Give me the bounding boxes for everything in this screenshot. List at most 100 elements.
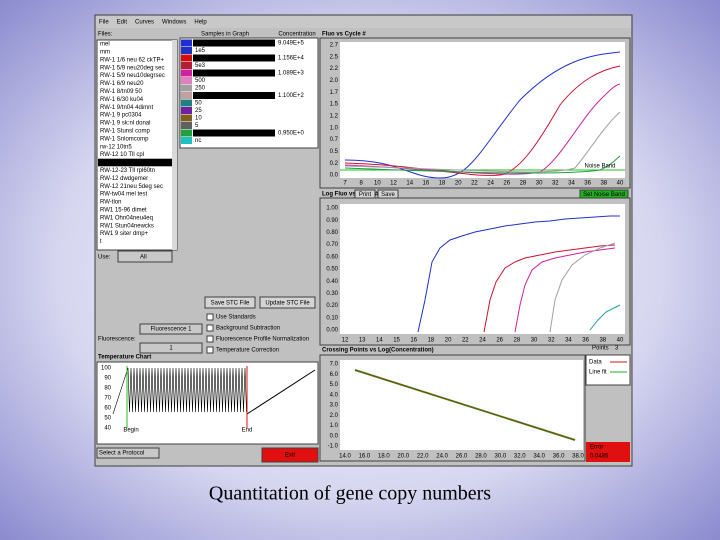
menu-item[interactable]: Edit [117, 20, 128, 26]
file-item[interactable]: RW-tw04 mel test [100, 192, 147, 198]
file-item[interactable]: RW1 9 siter dmp+ [100, 231, 149, 237]
x-tick-label: 40 [617, 181, 624, 187]
sample-swatch [181, 107, 192, 114]
file-item[interactable]: mm [100, 49, 110, 55]
menu-item[interactable]: File [99, 20, 109, 26]
error-box [586, 442, 630, 462]
file-item[interactable]: RW-1 9 pc0304 [100, 113, 142, 119]
option-checkbox[interactable] [206, 346, 214, 354]
exit-button[interactable] [261, 447, 319, 463]
log-curve [589, 304, 621, 331]
error-value: 0.0485 [590, 454, 609, 460]
sample-conc: 9.049E+5 [278, 41, 305, 47]
y-tick-label: 4.0 [330, 392, 339, 398]
option-checkbox[interactable] [206, 335, 214, 343]
file-item[interactable]: RW1 Stun04newcks [100, 223, 154, 229]
sample-name: 1 [195, 131, 199, 137]
file-item[interactable]: RW-12-23 Tll rpl60tn [100, 168, 155, 174]
menu-item[interactable]: Windows [162, 20, 186, 26]
y-tick-label: 0.2 [330, 161, 339, 167]
y-tick-label: 1.0 [330, 423, 339, 429]
file-item[interactable]: RW-12 21neu 5deg sec [100, 184, 163, 190]
file-item[interactable]: RW-12 10 Tll cpl [100, 152, 144, 158]
y-tick-label: 1.5 [330, 102, 339, 108]
scrollbar [172, 40, 177, 250]
print-button[interactable] [354, 189, 376, 199]
file-item[interactable]: RW-1 9/tn04 4dimnt [100, 105, 153, 111]
data-line [354, 369, 576, 441]
file-item[interactable]: RW1 Ohn04neu4eq [100, 215, 153, 221]
y-tick-label: 6.0 [330, 372, 339, 378]
x-tick-label: 16 [423, 181, 430, 187]
curve [344, 83, 621, 175]
print-button-label[interactable]: Print [359, 192, 372, 198]
x-tick-label: 24.0 [436, 454, 448, 460]
x-tick-label: 28.0 [475, 454, 487, 460]
file-item[interactable]: RW1 15-96 dimet [100, 207, 147, 213]
x-tick-label: 20 [445, 338, 452, 344]
y-tick-label: 0.30 [326, 291, 338, 297]
x-tick-label: 30 [536, 181, 543, 187]
option-label[interactable]: Use Standards [216, 315, 256, 321]
file-item[interactable]: mel [100, 42, 110, 48]
value-text[interactable]: 1 [169, 346, 173, 352]
option-label[interactable]: Fluorescence Profile Normalization [216, 337, 309, 343]
channel-dropdown[interactable] [139, 323, 203, 335]
x-tick-label: 34.0 [533, 454, 545, 460]
x-tick-label: 22.0 [417, 454, 429, 460]
file-item[interactable]: rw-12 10tn5 [100, 144, 132, 150]
save-button[interactable] [377, 189, 399, 199]
save-stc-button[interactable] [204, 296, 256, 309]
y-tick-label: 0.60 [326, 254, 338, 260]
file-item[interactable]: RW-1 1/6 neu 62 ckTP+ [100, 57, 164, 63]
update-stc-button[interactable] [259, 296, 316, 309]
channel-value[interactable]: Fluorescence 1 [150, 327, 192, 333]
save-button-label[interactable]: Save [381, 192, 395, 198]
option-checkbox[interactable] [206, 324, 214, 332]
file-item[interactable]: t [100, 239, 102, 245]
file-item[interactable]: RW-1 6/30 ku04 [100, 97, 144, 103]
x-tick-label: 18 [428, 338, 435, 344]
exit-label[interactable]: Exit [285, 453, 295, 459]
error-label: Error [590, 445, 603, 451]
x-tick-label: 30 [531, 338, 538, 344]
file-item[interactable]: rw12tntn13 [100, 160, 130, 166]
file-item[interactable]: RW-1 Snlomcomp [100, 136, 149, 142]
sample-name: 1e6 [195, 41, 206, 47]
y-tick-label: 1.2 [330, 113, 339, 119]
option-checkbox[interactable] [206, 313, 214, 321]
x-tick-label: 10 [374, 181, 381, 187]
file-item[interactable]: RW-12 dwdgemer [100, 176, 148, 182]
sample-name: 5e3 [195, 63, 206, 69]
update-stc-button-label[interactable]: Update STC File [265, 301, 310, 307]
option-label[interactable]: Background Subtraction [216, 326, 280, 332]
save-stc-button-label[interactable]: Save STC File [211, 301, 250, 307]
file-item[interactable]: RW-1 5/9 neu10degrsec [100, 73, 165, 79]
value-dropdown[interactable] [139, 342, 203, 354]
menu-item[interactable]: Help [194, 20, 207, 26]
y-tick-label: 3.0 [330, 403, 339, 409]
use-value[interactable]: All [140, 255, 147, 261]
protocol-dropdown[interactable] [96, 447, 160, 459]
x-tick-label: 40 [617, 338, 624, 344]
file-item[interactable]: RW-1 Stunsl comp [100, 128, 150, 134]
x-tick-label: 22 [462, 338, 469, 344]
protocol-label[interactable]: Select a Protocol [99, 451, 144, 457]
file-item[interactable]: RW-1 6/9 neu20 [100, 81, 144, 87]
sample-name: 10 [195, 116, 202, 122]
sample-swatch [181, 129, 192, 137]
use-dropdown[interactable] [117, 250, 173, 263]
file-item[interactable]: RW-1 5/9 neu20deg sec [100, 65, 165, 71]
menu-item[interactable]: Curves [135, 20, 154, 26]
x-tick-label: 14 [406, 181, 413, 187]
sample-swatch [181, 62, 192, 69]
file-item[interactable]: RW-tlon [100, 200, 121, 206]
option-label[interactable]: Temperature Correction [216, 348, 279, 354]
file-item[interactable]: RW-1 8/tn09 50 [100, 89, 142, 95]
file-item[interactable]: RW-1 9 sk:nl donal [100, 121, 150, 127]
noise-button-label[interactable]: Set Noise Band [583, 192, 625, 198]
noise-button[interactable] [579, 189, 629, 199]
y-tick-label: 7.0 [330, 362, 339, 368]
menu-bar [96, 16, 631, 28]
